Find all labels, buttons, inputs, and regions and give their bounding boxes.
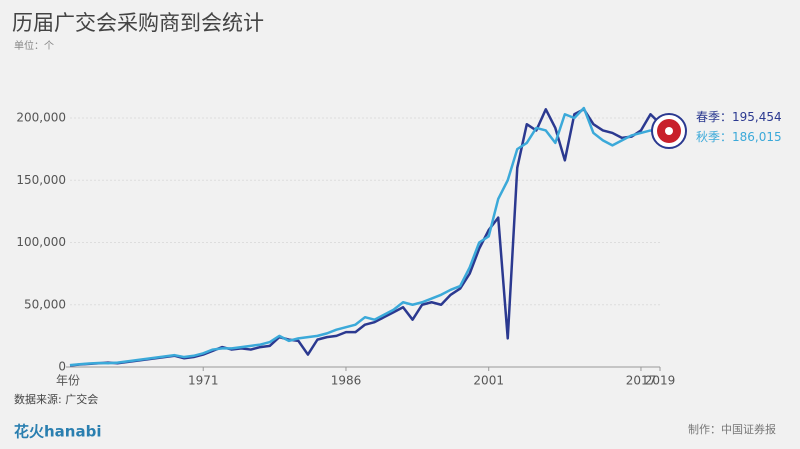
- y-tick-label: 150,000: [16, 173, 66, 187]
- end-value: ：195,454: [720, 110, 782, 124]
- x-tick-label: 1986: [331, 374, 362, 388]
- x-axis-label: 年份: [56, 374, 80, 388]
- y-tick-label: 100,000: [16, 235, 66, 249]
- subtitle: 单位：个: [14, 39, 54, 52]
- x-tick-label: 2019: [645, 374, 676, 388]
- y-tick-label: 0: [58, 360, 66, 374]
- fair-icon: [651, 113, 687, 149]
- y-tick-label: 50,000: [24, 297, 66, 311]
- icon-center: [665, 127, 673, 135]
- credit: 制作：中国证券报: [688, 422, 776, 436]
- y-tick-label: 200,000: [16, 111, 66, 125]
- logo: 花火hanabi: [14, 423, 101, 441]
- chart-title: 历届广交会采购商到会统计: [12, 11, 264, 35]
- line-series: [69, 106, 661, 367]
- series-name: 春季: [696, 110, 720, 124]
- x-tick-label: 2001: [473, 374, 504, 388]
- x-tick-label: 1971: [188, 374, 219, 388]
- end-label: 春季：195,454: [696, 110, 782, 124]
- source: 数据来源: 广交会: [14, 392, 98, 406]
- series-name: 秋季: [696, 130, 720, 144]
- x-tick-label: 2017: [626, 374, 657, 388]
- end-label: 秋季：186,015: [696, 130, 782, 144]
- end-value: ：186,015: [720, 130, 782, 144]
